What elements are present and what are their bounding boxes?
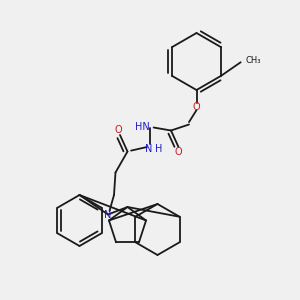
Text: O: O xyxy=(115,125,122,136)
Text: O: O xyxy=(175,146,182,157)
Text: H: H xyxy=(155,144,162,154)
Text: N: N xyxy=(145,144,152,154)
Text: N: N xyxy=(104,209,112,220)
Text: CH₃: CH₃ xyxy=(245,56,261,65)
Text: HN: HN xyxy=(135,122,150,133)
Text: O: O xyxy=(193,101,200,112)
